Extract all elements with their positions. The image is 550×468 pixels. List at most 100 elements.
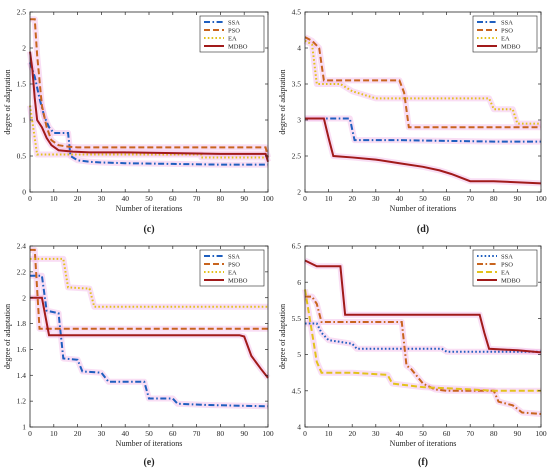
chart-3-xlabel: Number of iterations <box>390 439 457 448</box>
chart-1-legend-label-pso: PSO <box>501 27 513 34</box>
chart-0-series-ea-line <box>29 105 268 159</box>
chart-1-series-pso-line <box>304 36 541 129</box>
chart-1-xlabel: Number of iterations <box>390 204 457 213</box>
chart-2-ytick-label: 2 <box>22 293 26 302</box>
chart-2-xtick-label: 90 <box>240 429 248 438</box>
chart-0-legend-label-ssa: SSA <box>228 19 240 26</box>
chart-2-ytick-label: 2.4 <box>17 242 27 251</box>
chart-3-ytick-label: 4.5 <box>292 386 302 395</box>
chart-2-ytick-label: 1.4 <box>17 371 27 380</box>
chart-1-xtick-label: 40 <box>396 194 404 203</box>
chart-0-ytick-label: 0 <box>22 188 26 197</box>
chart-2-legend-label-ea: EA <box>228 269 237 276</box>
chart-3-legend-label-ssa: SSA <box>501 253 513 260</box>
chart-3-panel-label: (f) <box>418 457 428 468</box>
chart-1-ytick-label: 3.5 <box>292 80 302 89</box>
chart-2-ytick-label: 1.6 <box>17 345 27 354</box>
chart-1-series-ea-line <box>304 39 541 125</box>
chart-panel-d: 0 10 20 30 40 50 60 70 80 90 100 2 2.5 3 3.5 4 4.5 Number… <box>278 8 547 235</box>
chart-3-xtick-label: 70 <box>466 429 474 438</box>
chart-1-ytick-label: 2 <box>297 188 301 197</box>
chart-2-xtick-label: 80 <box>217 429 225 438</box>
chart-3-series-0-glow <box>305 320 541 355</box>
chart-2-series-pso-line <box>30 248 268 330</box>
chart-3-ytick-label: 6 <box>297 278 301 287</box>
chart-0-xtick-label: 90 <box>240 194 248 203</box>
chart-1-ytick-label: 3 <box>297 116 301 125</box>
chart-0-xtick-label: 80 <box>217 194 225 203</box>
chart-3-xtick-label: 90 <box>514 429 522 438</box>
chart-3-series-ea-line <box>304 289 541 392</box>
chart-2-series-ea-line <box>30 257 268 308</box>
chart-1-panel-label: (d) <box>417 224 429 235</box>
chart-0-xtick-label: 0 <box>28 194 32 203</box>
chart-3-xtick-label: 60 <box>443 429 451 438</box>
chart-2-xtick-label: 100 <box>262 429 274 438</box>
chart-3-xtick-label: 30 <box>372 429 380 438</box>
chart-1-ytick-label: 4 <box>297 44 301 53</box>
chart-1-xtick-label: 10 <box>325 194 333 203</box>
chart-1-ytick-label: 4.5 <box>292 8 302 17</box>
chart-2-xtick-label: 70 <box>193 429 201 438</box>
chart-3-xtick-label: 20 <box>348 429 356 438</box>
chart-0-xtick-label: 30 <box>98 194 106 203</box>
chart-2-xtick-label: 30 <box>98 429 106 438</box>
chart-2-ytick-label: 1.8 <box>17 319 27 328</box>
chart-1-series-ssa-line <box>305 117 541 143</box>
chart-panel-c: 0 10 20 30 40 50 60 70 80 90 100 0 0.5 1 1.5 2 2.5 Number… <box>3 8 274 235</box>
chart-3-xtick-label: 40 <box>396 429 404 438</box>
chart-2-xtick-label: 0 <box>28 429 32 438</box>
chart-3-ytick-label: 6.5 <box>292 242 302 251</box>
chart-0-xtick-label: 50 <box>145 194 153 203</box>
chart-2-legend-label-ssa: SSA <box>228 253 240 260</box>
chart-0-ytick-label: 0.5 <box>17 152 27 161</box>
chart-2-legend-label-mdbo: MDBO <box>228 277 248 284</box>
chart-1-xtick-label: 20 <box>348 194 356 203</box>
chart-2-ylabel: degree of adaptation <box>3 304 12 369</box>
chart-0-legend-label-ea: EA <box>228 35 237 42</box>
chart-2-xtick-label: 50 <box>145 429 153 438</box>
chart-3-xtick-label: 100 <box>535 429 547 438</box>
chart-2-xtick-label: 40 <box>121 429 129 438</box>
chart-3-ylabel: degree of adaptation <box>278 304 287 369</box>
chart-1-ytick-label: 2.5 <box>292 152 302 161</box>
chart-3-legend-label-mdbo: MDBO <box>501 277 521 284</box>
chart-1-ylabel: degree of adaptation <box>278 69 287 134</box>
chart-2-series-mdbo-line <box>30 296 269 379</box>
chart-panel-e: 0 10 20 30 40 50 60 70 80 90 100 1 1.2 1.4 1.6 1.8 2 2.2 2… <box>3 242 274 468</box>
chart-2-ytick-label: 1.2 <box>17 397 27 406</box>
chart-0-series-mdbo-line <box>29 51 269 163</box>
chart-1-xtick-label: 100 <box>535 194 547 203</box>
chart-0-legend-label-pso: PSO <box>228 27 240 34</box>
chart-3-xtick-label: 50 <box>419 429 427 438</box>
chart-2-xtick-label: 20 <box>74 429 82 438</box>
chart-panel-f: 0 10 20 30 40 50 60 70 80 90 100 4 4.5 5 5.5 6 6.5 Number… <box>278 242 547 468</box>
chart-1-legend-label-ssa: SSA <box>501 19 513 26</box>
chart-3-legend-label-pso: PSO <box>501 261 513 268</box>
chart-1-legend-label-mdbo: MDBO <box>501 43 521 50</box>
chart-0-ytick-label: 2.5 <box>17 8 27 17</box>
chart-0-xlabel: Number of iterations <box>116 204 183 213</box>
chart-0-ytick-label: 1 <box>22 116 26 125</box>
chart-0-xtick-label: 40 <box>121 194 129 203</box>
chart-0-ylabel: degree of adaptation <box>3 69 12 134</box>
chart-3-legend-label-ea: EA <box>501 269 510 276</box>
chart-1-series-mdbo-line <box>305 117 542 185</box>
chart-3-xtick-label: 0 <box>303 429 307 438</box>
chart-0-panel-label: (c) <box>143 224 154 235</box>
chart-2-legend-label-pso: PSO <box>228 261 240 268</box>
chart-2-panel-label: (e) <box>143 457 154 468</box>
chart-1-xtick-label: 60 <box>443 194 451 203</box>
chart-1-xtick-label: 90 <box>514 194 522 203</box>
chart-3-ytick-label: 4 <box>297 423 301 432</box>
chart-0-xtick-label: 100 <box>262 194 274 203</box>
chart-1-legend-label-ea: EA <box>501 35 510 42</box>
chart-3-series-pso-line <box>305 295 542 415</box>
chart-1-xtick-label: 30 <box>372 194 380 203</box>
chart-0-xtick-label: 60 <box>169 194 177 203</box>
chart-0-series-pso-line <box>30 18 269 158</box>
chart-2-xlabel: Number of iterations <box>116 439 183 448</box>
chart-0-legend-label-mdbo: MDBO <box>228 43 248 50</box>
chart-0-xtick-label: 70 <box>193 194 201 203</box>
